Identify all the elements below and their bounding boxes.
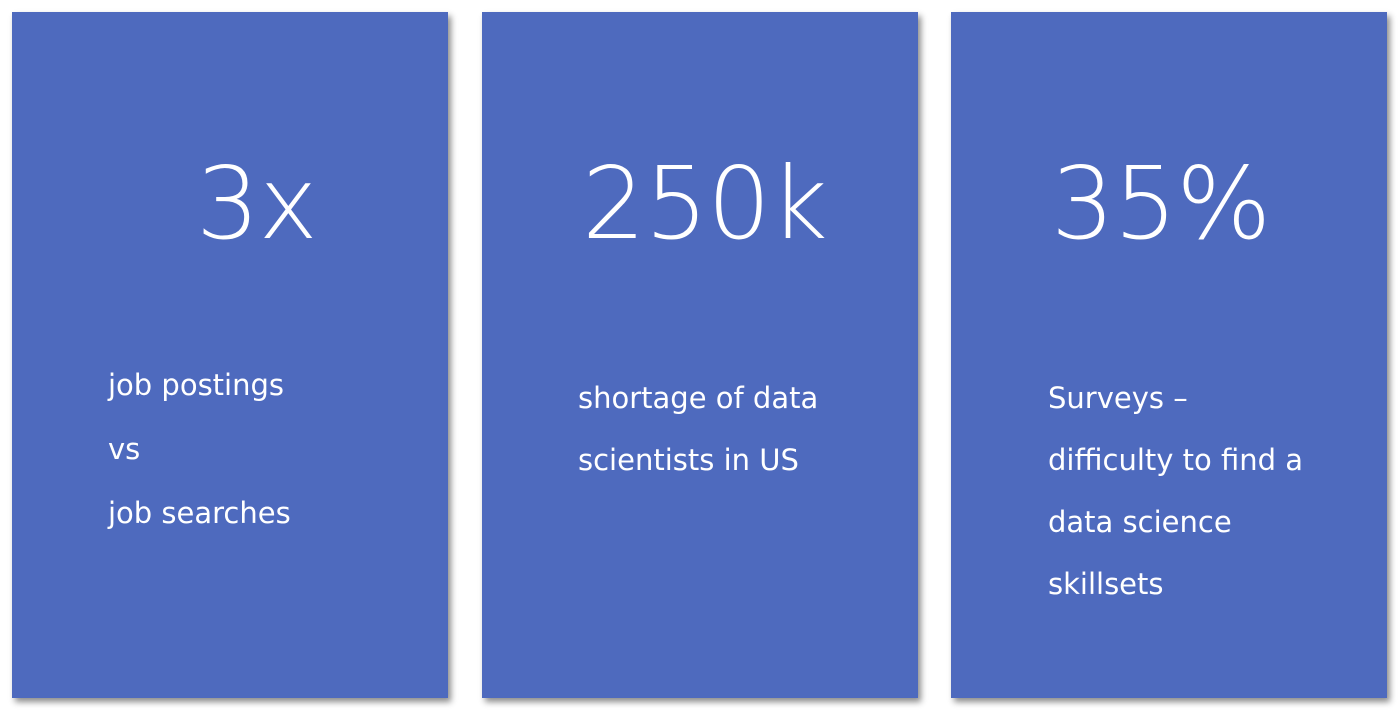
stat-value: 35% [1051,145,1271,262]
stat-description: Surveys – difficulty to find a data scie… [1048,368,1303,616]
description-line: Surveys – [1048,381,1188,415]
stat-card-shortage: 250k shortage of data scientists in US [482,12,918,698]
stat-value: 250k [582,145,828,262]
description-line: job searches [108,496,291,530]
description-line: skillsets [1048,567,1164,601]
stat-description: job postings vs job searches [108,357,291,549]
stat-card-job-postings: 3x job postings vs job searches [12,12,448,698]
description-line: difficulty to find a [1048,443,1304,477]
description-line: shortage of data [578,381,819,415]
description-line: job postings [108,368,285,402]
description-line: scientists in US [578,443,799,477]
description-line: data science [1048,505,1232,539]
stat-card-surveys: 35% Surveys – difficulty to find a data … [951,12,1387,698]
stat-value: 3x [196,145,318,262]
description-line: vs [108,432,141,466]
stat-description: shortage of data scientists in US [578,368,818,492]
